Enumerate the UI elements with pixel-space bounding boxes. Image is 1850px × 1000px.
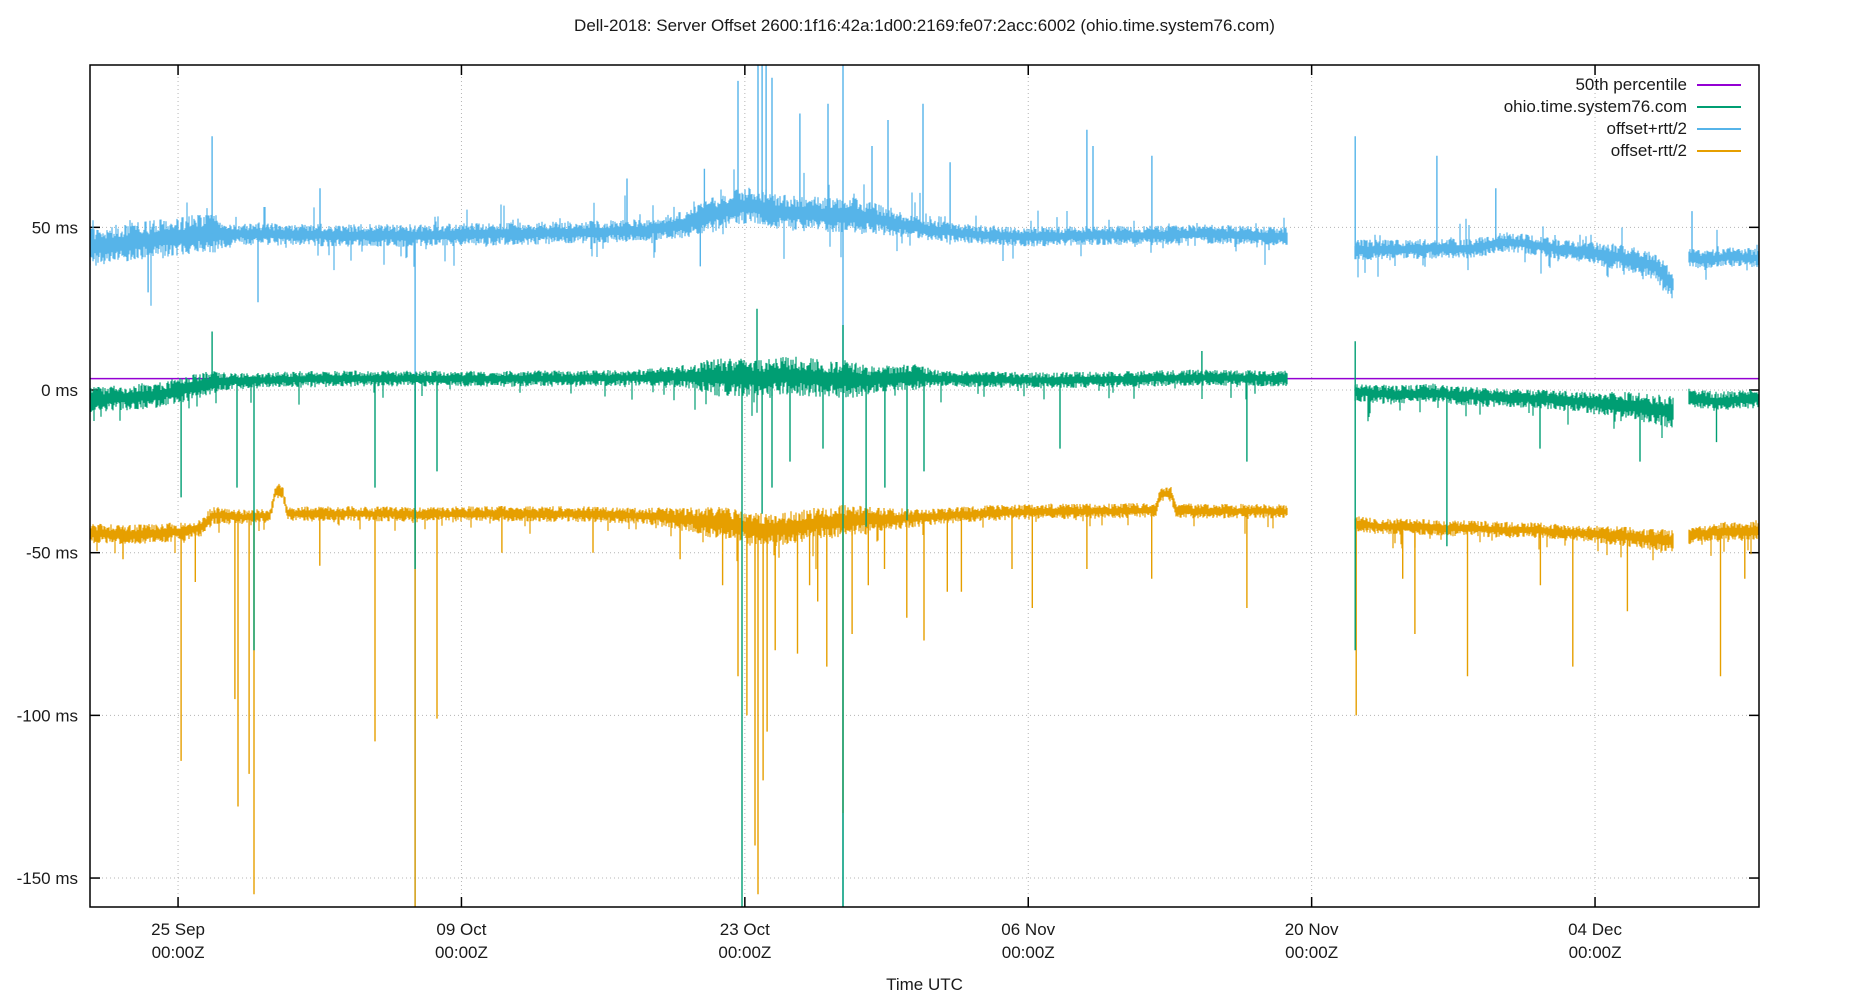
legend-line-sample-offset-minus-rtt2-icon xyxy=(1697,150,1741,152)
x-tick-label-0: 25 Sep xyxy=(151,920,205,939)
legend-entry-50th-percentile: 50th percentile xyxy=(1575,74,1741,96)
x-tick-label-5: 04 Dec xyxy=(1568,920,1622,939)
series-offset-rtt-2 xyxy=(90,483,1759,907)
legend-label-offset-minus-rtt2: offset-rtt/2 xyxy=(1610,141,1687,160)
legend-line-sample-50th-percentile-icon xyxy=(1697,84,1741,86)
y-tick-label-4: -150 ms xyxy=(17,869,78,888)
x-tick-label-1: 09 Oct xyxy=(436,920,486,939)
series-ohio-time-system76-com xyxy=(90,308,1759,907)
x-axis-title: Time UTC xyxy=(886,975,963,994)
legend-entry-offset: ohio.time.system76.com xyxy=(1504,96,1741,118)
legend-label-50th-percentile: 50th percentile xyxy=(1575,75,1687,94)
x-tick-sublabel-5: 00:00Z xyxy=(1569,943,1622,962)
legend-label-offset: ohio.time.system76.com xyxy=(1503,97,1687,116)
x-tick-sublabel-0: 00:00Z xyxy=(152,943,205,962)
x-tick-sublabel-2: 00:00Z xyxy=(718,943,771,962)
x-tick-sublabel-3: 00:00Z xyxy=(1002,943,1055,962)
x-tick-label-4: 20 Nov xyxy=(1285,920,1339,939)
y-tick-label-0: 50 ms xyxy=(32,218,78,237)
series-offset-rtt-2 xyxy=(90,65,1759,907)
x-tick-label-3: 06 Nov xyxy=(1001,920,1055,939)
legend-line-sample-offset-plus-rtt2-icon xyxy=(1697,128,1741,130)
x-tick-sublabel-4: 00:00Z xyxy=(1285,943,1338,962)
y-tick-label-2: -50 ms xyxy=(26,544,78,563)
y-tick-label-1: 0 ms xyxy=(41,381,78,400)
x-tick-label-2: 23 Oct xyxy=(720,920,770,939)
legend-label-offset-plus-rtt2: offset+rtt/2 xyxy=(1606,119,1687,138)
chart-title: Dell-2018: Server Offset 2600:1f16:42a:1… xyxy=(574,16,1275,35)
legend-line-sample-offset-icon xyxy=(1697,106,1741,108)
y-tick-label-3: -100 ms xyxy=(17,706,78,725)
plot-border xyxy=(89,64,1760,908)
x-tick-sublabel-1: 00:00Z xyxy=(435,943,488,962)
legend-entry-offset-plus-rtt2: offset+rtt/2 xyxy=(1607,118,1741,140)
legend-entry-offset-minus-rtt2: offset-rtt/2 xyxy=(1611,140,1741,162)
